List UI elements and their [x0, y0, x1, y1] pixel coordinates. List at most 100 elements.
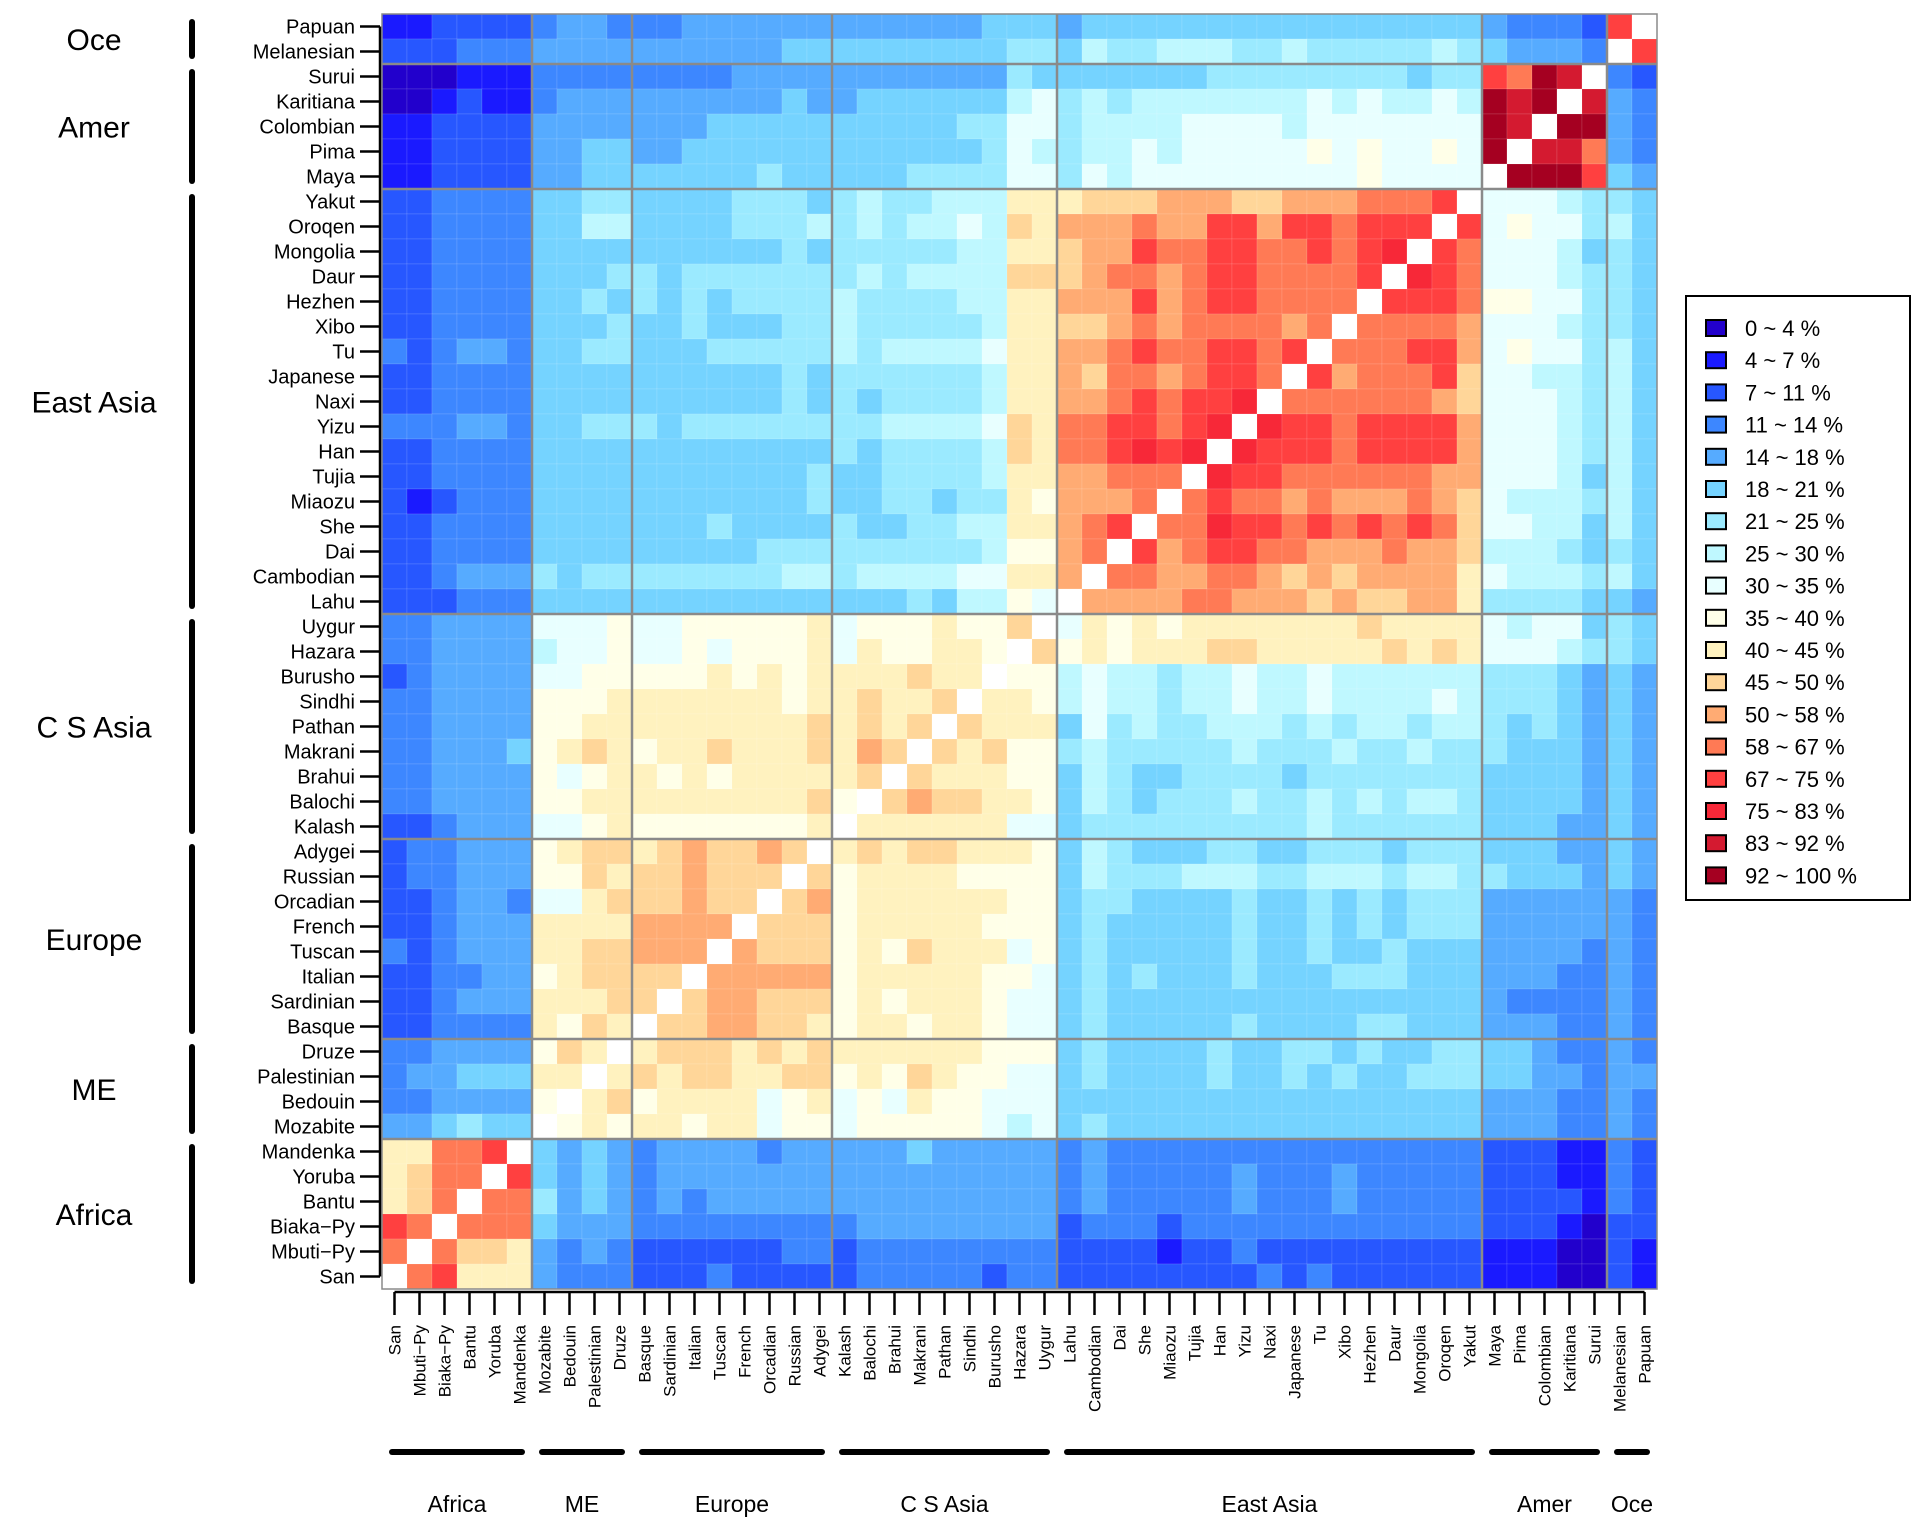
heatmap-cell: [881, 388, 908, 415]
heatmap-cell: [1531, 763, 1558, 790]
heatmap-cell: [1431, 438, 1458, 465]
heatmap-cell: [1281, 263, 1308, 290]
heatmap-cell: [1206, 13, 1233, 40]
heatmap-cell: [556, 1238, 583, 1265]
heatmap-cell: [1181, 788, 1208, 815]
heatmap-cell: [1031, 488, 1058, 515]
heatmap-cell: [381, 838, 408, 865]
heatmap-cell: [1581, 138, 1608, 165]
heatmap-cell: [731, 1113, 758, 1140]
heatmap-cell: [706, 88, 733, 115]
heatmap-cell: [956, 638, 983, 665]
heatmap-cell: [1256, 413, 1283, 440]
heatmap-cell: [481, 1138, 508, 1165]
heatmap-cell: [731, 1038, 758, 1065]
heatmap-cell: [431, 1163, 458, 1190]
heatmap-cell: [1531, 563, 1558, 590]
heatmap-cell: [1556, 1113, 1583, 1140]
heatmap-cell: [1381, 88, 1408, 115]
heatmap-cell: [1331, 63, 1358, 90]
heatmap-cell: [981, 238, 1008, 265]
heatmap-cell: [1206, 1238, 1233, 1265]
heatmap-cell: [656, 288, 683, 315]
heatmap-cell: [856, 888, 883, 915]
heatmap-cell: [431, 213, 458, 240]
heatmap-cell: [1531, 138, 1558, 165]
heatmap-cell: [881, 313, 908, 340]
heatmap-cell: [656, 1088, 683, 1115]
heatmap-cell: [681, 313, 708, 340]
heatmap-cell: [1581, 638, 1608, 665]
heatmap-cell: [481, 613, 508, 640]
heatmap-cell: [431, 1188, 458, 1215]
heatmap-cell: [681, 363, 708, 390]
heatmap-cell: [731, 913, 758, 940]
heatmap-cell: [1206, 738, 1233, 765]
heatmap-cell: [531, 913, 558, 940]
heatmap-cell: [1531, 488, 1558, 515]
heatmap-cell: [731, 1263, 758, 1290]
heatmap-cell: [1256, 238, 1283, 265]
x-tick-label: Japanese: [1286, 1325, 1305, 1399]
heatmap-cell: [856, 138, 883, 165]
heatmap-cell: [1506, 363, 1533, 390]
heatmap-cell: [1406, 1038, 1433, 1065]
heatmap-cell: [1306, 338, 1333, 365]
heatmap-cell: [1606, 363, 1633, 390]
heatmap-cell: [1431, 488, 1458, 515]
y-tick-label: Brahui: [297, 767, 355, 789]
heatmap-cell: [1256, 813, 1283, 840]
heatmap-cell: [1481, 988, 1508, 1015]
x-tick-label: Orcadian: [761, 1325, 780, 1394]
heatmap-cell: [1506, 1013, 1533, 1040]
heatmap-cell: [1531, 1013, 1558, 1040]
heatmap-cell: [1006, 1088, 1033, 1115]
heatmap-cell: [1131, 113, 1158, 140]
heatmap-cell: [1006, 1188, 1033, 1215]
heatmap-cell: [1206, 63, 1233, 90]
heatmap-cell: [956, 688, 983, 715]
heatmap-cell: [756, 913, 783, 940]
heatmap-cell: [1481, 738, 1508, 765]
heatmap-cell: [1531, 913, 1558, 940]
heatmap-cell: [1231, 988, 1258, 1015]
heatmap-cell: [1506, 338, 1533, 365]
heatmap-cell: [981, 563, 1008, 590]
heatmap-cell: [1006, 188, 1033, 215]
heatmap-cell: [981, 413, 1008, 440]
heatmap-cell: [931, 538, 958, 565]
heatmap-cell: [1331, 188, 1358, 215]
heatmap-cell: [1156, 963, 1183, 990]
heatmap-cell: [881, 463, 908, 490]
heatmap-cell: [1281, 988, 1308, 1015]
heatmap-cell: [756, 838, 783, 865]
heatmap-cell: [706, 1038, 733, 1065]
heatmap-cell: [1231, 213, 1258, 240]
heatmap-cell: [1056, 413, 1083, 440]
heatmap-cell: [381, 113, 408, 140]
heatmap-cell: [1481, 388, 1508, 415]
heatmap-cell: [1606, 788, 1633, 815]
heatmap-cell: [556, 613, 583, 640]
heatmap-cell: [431, 988, 458, 1015]
heatmap-cell: [1356, 963, 1383, 990]
heatmap-cell: [656, 113, 683, 140]
heatmap-cell: [681, 88, 708, 115]
heatmap-cell: [956, 738, 983, 765]
heatmap-cell: [1406, 563, 1433, 590]
heatmap-cell: [831, 563, 858, 590]
column-group-label: Oce: [1611, 1491, 1653, 1517]
heatmap-cell: [456, 713, 483, 740]
heatmap-cell: [656, 238, 683, 265]
heatmap-cell: [1206, 238, 1233, 265]
heatmap-cell: [906, 1188, 933, 1215]
heatmap-cell: [606, 138, 633, 165]
heatmap-cell: [1231, 513, 1258, 540]
heatmap-cell: [1331, 688, 1358, 715]
heatmap-cell: [1556, 538, 1583, 565]
heatmap-cell: [531, 738, 558, 765]
heatmap-cell: [1281, 313, 1308, 340]
heatmap-cell: [1481, 1113, 1508, 1140]
heatmap-cell: [406, 1088, 433, 1115]
heatmap-cell: [906, 938, 933, 965]
